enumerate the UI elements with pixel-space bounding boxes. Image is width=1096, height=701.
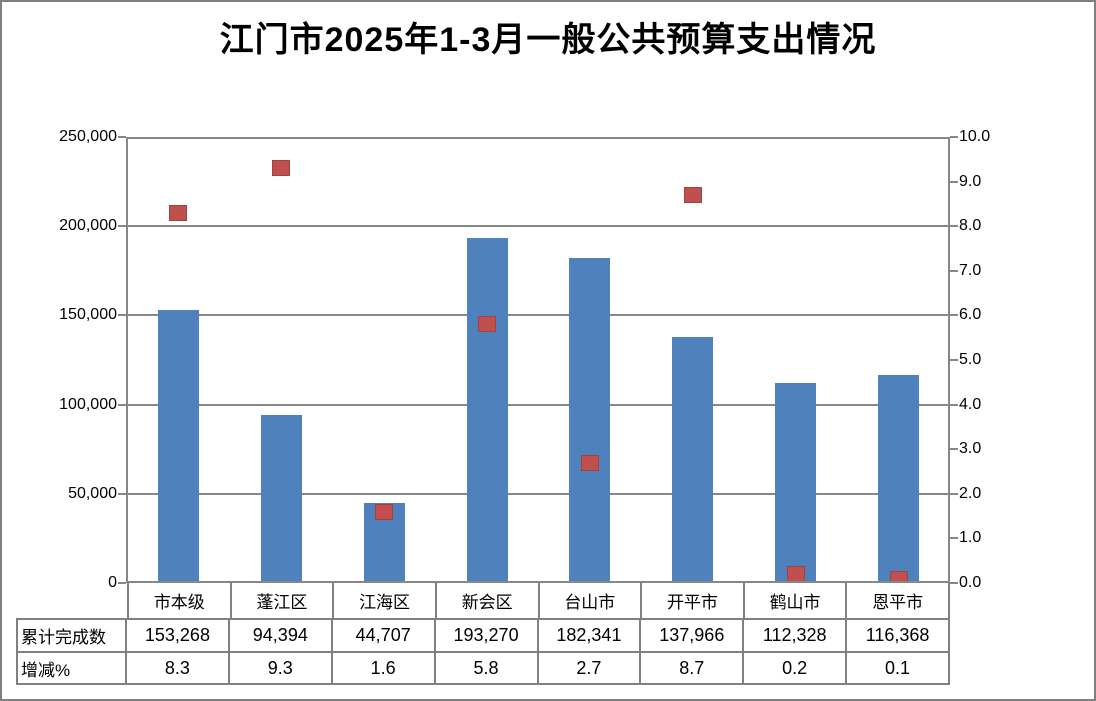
right-axis-label: 8.0 bbox=[959, 217, 982, 234]
table-value-cell: 182,341 bbox=[539, 620, 642, 651]
right-axis-tick bbox=[950, 404, 958, 406]
table-value-cell: 8.3 bbox=[127, 653, 230, 683]
grid-line bbox=[127, 404, 950, 406]
table-category-cell: 蓬江区 bbox=[232, 583, 335, 618]
table-value-cell: 1.6 bbox=[333, 653, 436, 683]
right-axis-label: 1.0 bbox=[959, 529, 982, 546]
right-axis-tick bbox=[950, 225, 958, 227]
left-axis-label: 150,000 bbox=[59, 306, 117, 323]
left-axis-label: 0 bbox=[108, 574, 117, 591]
table-value-cell: 0.2 bbox=[744, 653, 848, 683]
right-axis-tick bbox=[950, 136, 958, 138]
right-axis-tick bbox=[950, 537, 958, 539]
table-value-cell: 116,368 bbox=[847, 620, 950, 651]
table-value-cell: 193,270 bbox=[436, 620, 539, 651]
left-axis-tick bbox=[118, 136, 126, 138]
left-axis-label: 100,000 bbox=[59, 396, 117, 413]
table-category-cell: 鹤山市 bbox=[745, 583, 848, 618]
right-y-axis-line bbox=[948, 137, 950, 583]
left-axis-tick bbox=[118, 225, 126, 227]
left-axis-tick bbox=[118, 404, 126, 406]
scatter-marker-台山市 bbox=[581, 455, 599, 471]
table-category-cell: 市本级 bbox=[129, 583, 232, 618]
table-category-cell: 恩平市 bbox=[847, 583, 950, 618]
right-axis-tick bbox=[950, 314, 958, 316]
right-axis-label: 7.0 bbox=[959, 262, 982, 279]
right-axis-tick bbox=[950, 359, 958, 361]
scatter-marker-蓬江区 bbox=[272, 160, 290, 176]
right-axis-tick bbox=[950, 448, 958, 450]
right-axis-label: 5.0 bbox=[959, 351, 982, 368]
table-category-row: 市本级 蓬江区 江海区 新会区 台山市 开平市 鹤山市 恩平市 bbox=[127, 583, 950, 618]
table-value-cell: 0.1 bbox=[847, 653, 950, 683]
chart-title: 江门市2025年1-3月一般公共预算支出情况 bbox=[219, 21, 877, 59]
table-value-cell: 5.8 bbox=[436, 653, 539, 683]
right-axis-label: 0.0 bbox=[959, 574, 982, 591]
x-axis-line bbox=[126, 581, 950, 583]
scatter-marker-开平市 bbox=[684, 187, 702, 203]
left-y-axis-line bbox=[126, 137, 128, 583]
table-row-header: 累计完成数 bbox=[18, 620, 127, 651]
grid-line bbox=[127, 225, 950, 227]
table-data-row: 累计完成数 153,268 94,394 44,707 193,270 182,341 13… bbox=[16, 618, 950, 651]
bar-新会区 bbox=[467, 238, 508, 583]
bar-台山市 bbox=[569, 258, 610, 583]
bar-市本级 bbox=[158, 310, 199, 583]
table-category-cell: 江海区 bbox=[334, 583, 437, 618]
scatter-marker-恩平市 bbox=[890, 571, 908, 583]
grid-line bbox=[127, 493, 950, 495]
table-value-cell: 44,707 bbox=[333, 620, 436, 651]
table-category-cell: 新会区 bbox=[437, 583, 540, 618]
bar-蓬江区 bbox=[261, 415, 302, 583]
left-axis-label: 200,000 bbox=[59, 217, 117, 234]
table-category-cell: 台山市 bbox=[540, 583, 643, 618]
table-value-cell: 112,328 bbox=[744, 620, 848, 651]
scatter-marker-鹤山市 bbox=[787, 566, 805, 582]
grid-line bbox=[127, 314, 950, 316]
scatter-marker-新会区 bbox=[478, 316, 496, 332]
bar-恩平市 bbox=[878, 375, 919, 583]
right-axis-label: 6.0 bbox=[959, 306, 982, 323]
right-axis-tick bbox=[950, 181, 958, 183]
left-axis-tick bbox=[118, 582, 126, 584]
bar-开平市 bbox=[672, 337, 713, 583]
right-axis-label: 10.0 bbox=[959, 128, 991, 145]
table-value-cell: 153,268 bbox=[127, 620, 230, 651]
table-category-cell: 开平市 bbox=[642, 583, 745, 618]
table-data-row: 增减% 8.3 9.3 1.6 5.8 2.7 8.7 0.2 0.1 bbox=[16, 651, 950, 685]
table-value-cell: 2.7 bbox=[539, 653, 642, 683]
right-axis-tick bbox=[950, 270, 958, 272]
table-value-cell: 94,394 bbox=[230, 620, 333, 651]
scatter-marker-市本级 bbox=[169, 205, 187, 221]
grid-line bbox=[127, 137, 950, 139]
right-axis-label: 4.0 bbox=[959, 396, 982, 413]
left-axis-tick bbox=[118, 493, 126, 495]
table-value-cell: 137,966 bbox=[641, 620, 745, 651]
right-axis-label: 2.0 bbox=[959, 485, 982, 502]
table-value-cell: 8.7 bbox=[641, 653, 745, 683]
right-axis-label: 9.0 bbox=[959, 173, 982, 190]
scatter-marker-江海区 bbox=[375, 504, 393, 520]
table-value-cell: 9.3 bbox=[230, 653, 333, 683]
table-row-header: 增减% bbox=[18, 653, 127, 683]
bar-鹤山市 bbox=[775, 383, 816, 583]
right-axis-label: 3.0 bbox=[959, 440, 982, 457]
left-axis-tick bbox=[118, 314, 126, 316]
right-axis-tick bbox=[950, 493, 958, 495]
left-axis-label: 50,000 bbox=[68, 485, 117, 502]
right-axis-tick bbox=[950, 582, 958, 584]
plot-area bbox=[127, 137, 950, 583]
left-axis-label: 250,000 bbox=[59, 128, 117, 145]
